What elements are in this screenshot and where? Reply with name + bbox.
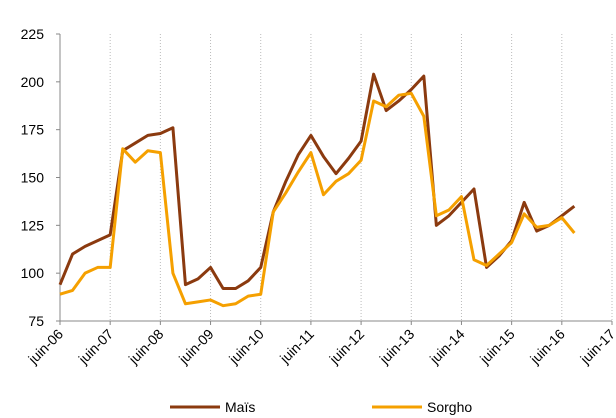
x-tick-label: juin-06: [24, 326, 66, 368]
legend-label: Sorgho: [427, 399, 472, 415]
series-line: [59, 91, 576, 308]
y-tick-label: 100: [21, 265, 45, 281]
x-tick-label: juin-14: [426, 326, 468, 368]
y-tick-label: 150: [21, 170, 45, 186]
legend-label: Maïs: [225, 399, 255, 415]
x-tick-label: juin-17: [576, 326, 616, 368]
x-tick-label: juin-10: [225, 326, 267, 368]
x-tick-label: juin-07: [75, 326, 117, 368]
x-tick-label: juin-12: [325, 326, 367, 368]
y-tick-label: 175: [21, 122, 45, 138]
x-tick-label: juin-15: [476, 326, 518, 368]
x-tick-label: juin-16: [526, 326, 568, 368]
y-tick-label: 125: [21, 217, 45, 233]
x-tick-label: juin-11: [276, 326, 317, 367]
y-tick-label: 200: [21, 74, 45, 90]
x-tick-label: juin-08: [125, 326, 167, 368]
x-tick-label: juin-13: [376, 326, 418, 368]
y-tick-label: 75: [28, 313, 44, 329]
y-tick-label: 225: [21, 26, 45, 42]
x-tick-label: juin-09: [175, 326, 217, 368]
